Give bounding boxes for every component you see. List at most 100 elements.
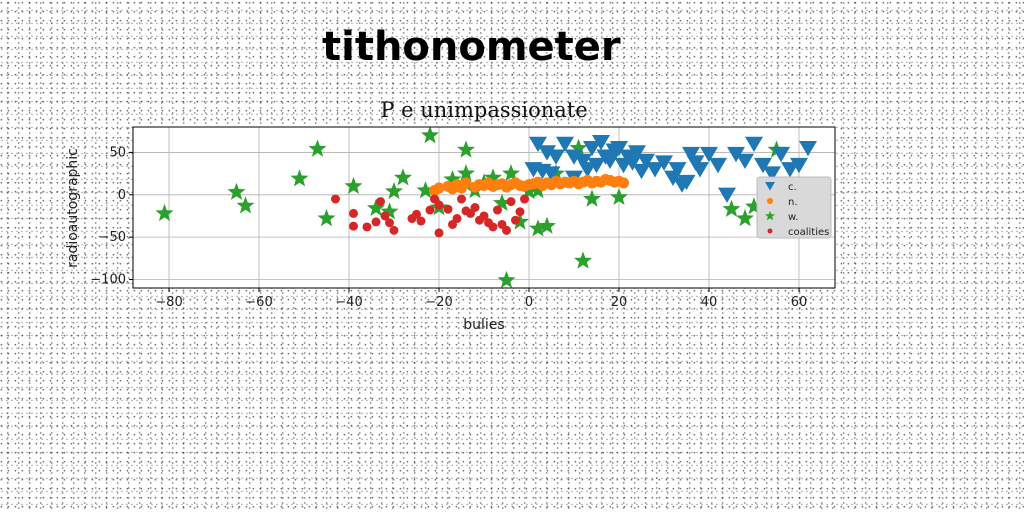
data-point (745, 197, 763, 215)
data-point (637, 153, 655, 169)
data-point (367, 198, 385, 216)
data-point (380, 202, 399, 220)
data-point (542, 166, 561, 182)
data-point (457, 194, 466, 204)
x-tick-label: −20 (425, 295, 452, 310)
data-point (416, 181, 435, 199)
data-point (443, 204, 453, 214)
data-point (529, 219, 547, 237)
data-point (434, 200, 444, 210)
data-point (736, 209, 754, 227)
page-title: tithonometer (322, 24, 621, 70)
data-point (502, 164, 520, 182)
x-tick-label: −80 (155, 295, 182, 310)
data-point (574, 153, 592, 169)
data-point (587, 157, 606, 174)
data-point (583, 189, 601, 207)
data-point (457, 140, 475, 158)
data-point (727, 146, 745, 163)
data-point (515, 207, 525, 217)
data-point (538, 216, 556, 234)
x-tick-label: −40 (335, 295, 362, 310)
x-axis-label: bulies (463, 317, 504, 333)
data-point (682, 146, 700, 163)
x-tick-label: 40 (701, 295, 718, 310)
data-point (592, 135, 610, 151)
data-point (511, 212, 529, 230)
series-0 (524, 135, 817, 203)
data-point (718, 187, 736, 203)
data-point (474, 179, 485, 191)
grid-lines (133, 127, 835, 288)
data-point (317, 209, 336, 227)
data-point (371, 217, 381, 227)
data-point (628, 145, 646, 161)
data-point (331, 194, 340, 204)
data-point (425, 205, 435, 215)
data-point (763, 166, 781, 182)
data-point (520, 194, 529, 204)
data-point (754, 157, 772, 174)
data-point (412, 209, 421, 219)
x-tick-label: 0 (525, 295, 533, 310)
data-point (511, 215, 520, 225)
data-point (344, 176, 363, 194)
data-point (457, 164, 475, 182)
legend-label: c. (788, 182, 797, 193)
data-point (502, 225, 511, 235)
legend-box (756, 176, 832, 239)
y-axis-label: radioautographic (65, 148, 81, 268)
data-point (506, 197, 516, 207)
data-point (434, 228, 444, 238)
y-tick-label: −100 (90, 273, 126, 288)
data-point (227, 182, 246, 200)
legend-marker (765, 182, 775, 191)
data-point (349, 221, 358, 231)
data-point (799, 140, 817, 157)
legend-label: w. (788, 212, 798, 223)
data-point (362, 222, 372, 232)
data-point (574, 251, 592, 269)
data-point (416, 216, 426, 226)
legend-label: coalities (788, 227, 829, 238)
data-point (618, 177, 629, 189)
data-point (479, 211, 489, 221)
data-point (385, 218, 394, 228)
data-point (583, 140, 601, 157)
legend-marker (766, 197, 774, 205)
data-point (484, 168, 502, 186)
data-point (421, 126, 439, 144)
data-point (569, 138, 588, 156)
data-point (538, 145, 556, 161)
plot-frame (132, 126, 836, 289)
data-point (529, 181, 547, 199)
data-point (452, 214, 462, 224)
data-point (772, 146, 790, 163)
data-point (700, 146, 718, 163)
data-point (290, 169, 309, 187)
series-1 (429, 174, 629, 197)
data-point (493, 205, 502, 215)
data-point (610, 140, 628, 157)
data-point (709, 157, 727, 174)
legend-marker (767, 228, 773, 234)
plot-area (133, 127, 835, 288)
data-point (691, 162, 709, 178)
series-3 (331, 194, 529, 238)
data-point (781, 162, 799, 178)
data-point (493, 193, 511, 211)
data-point (677, 174, 696, 191)
x-tick-label: −60 (245, 295, 272, 310)
x-tick-label: 60 (791, 295, 808, 310)
axis-ticks: −80 −60 −40 −20 0 20 40 60 −100 −50 0 50 (90, 145, 807, 310)
data-point (155, 203, 174, 222)
data-point (497, 270, 516, 289)
data-point (236, 196, 255, 214)
data-point (488, 222, 498, 232)
data-point (376, 197, 385, 207)
data-point (470, 203, 480, 212)
data-point (308, 139, 327, 157)
data-point (447, 183, 458, 195)
x-tick-label: 20 (611, 295, 628, 310)
